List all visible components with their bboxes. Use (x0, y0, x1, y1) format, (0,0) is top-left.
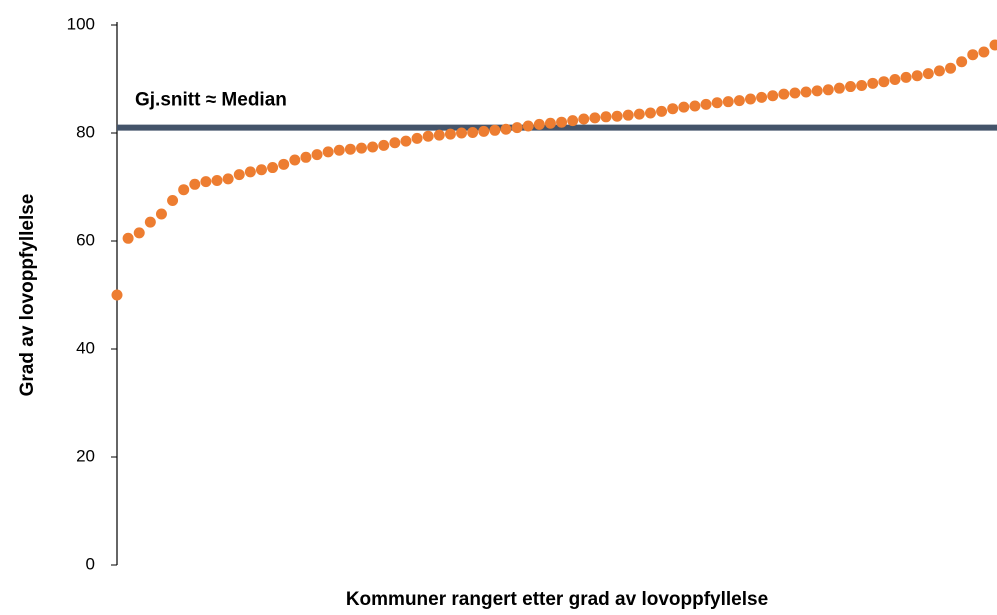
point (189, 178, 201, 190)
x-axis-label: Kommuner rangert etter grad av lovoppfyl… (346, 589, 768, 610)
y-axis-label: Grad av lovoppfyllelse (17, 194, 38, 397)
point (278, 158, 290, 170)
point (433, 129, 445, 141)
point (600, 111, 612, 123)
point (111, 289, 123, 301)
point (544, 117, 556, 129)
point (889, 74, 901, 86)
point (500, 123, 512, 135)
y-tick-label: 40 (76, 338, 95, 357)
point (267, 162, 279, 174)
point (378, 139, 390, 151)
point (478, 125, 490, 137)
annotation: Gj.snitt ≈ Median (135, 90, 287, 111)
y-tick-label: 20 (76, 446, 95, 465)
point (722, 96, 734, 108)
point (444, 128, 456, 140)
y-tick-label: 80 (76, 122, 95, 141)
point (400, 135, 412, 147)
point (867, 77, 879, 89)
point (900, 71, 912, 83)
point (589, 112, 601, 124)
point (767, 90, 779, 102)
point (255, 164, 267, 176)
point (700, 98, 712, 110)
point (878, 76, 890, 88)
point (322, 146, 334, 158)
point (533, 118, 545, 130)
point (911, 70, 923, 82)
point (311, 149, 323, 161)
point (744, 93, 756, 105)
point (167, 195, 179, 206)
point (244, 166, 256, 178)
y-tick-label: 100 (67, 14, 95, 33)
point (333, 144, 345, 156)
point (667, 103, 679, 115)
point (489, 124, 501, 136)
point (967, 49, 979, 61)
point (978, 46, 990, 58)
point (789, 87, 801, 99)
point (689, 100, 701, 112)
point (733, 95, 745, 107)
point (122, 232, 134, 244)
point (945, 62, 957, 74)
point (511, 122, 523, 134)
point (422, 130, 434, 142)
point (956, 56, 968, 68)
point (656, 105, 668, 117)
point (178, 184, 190, 196)
point (644, 107, 656, 119)
y-tick-label: 60 (76, 230, 95, 249)
y-tick-label: 0 (86, 554, 95, 573)
point (556, 116, 568, 128)
point (756, 91, 768, 103)
point (711, 97, 723, 109)
point (456, 127, 468, 139)
point (856, 79, 868, 91)
point (233, 169, 245, 181)
point (578, 113, 590, 125)
point (611, 110, 623, 122)
point (678, 101, 690, 113)
point (133, 227, 145, 239)
point (467, 126, 479, 138)
point (411, 132, 423, 144)
point (522, 120, 534, 132)
point (633, 108, 645, 120)
point (344, 143, 356, 155)
point (933, 65, 945, 77)
point (778, 88, 790, 100)
point (289, 154, 301, 166)
point (211, 175, 223, 187)
point (155, 208, 167, 220)
point (622, 109, 634, 121)
point (144, 216, 156, 228)
point (222, 173, 234, 185)
point (300, 151, 312, 163)
point (822, 84, 834, 96)
point (922, 68, 934, 80)
point (811, 85, 823, 97)
point (356, 142, 368, 154)
point (567, 115, 579, 127)
point (989, 39, 997, 51)
point (389, 137, 401, 149)
point (845, 81, 857, 93)
point (800, 86, 812, 98)
point (200, 176, 212, 188)
point (367, 141, 379, 153)
point (833, 82, 845, 94)
